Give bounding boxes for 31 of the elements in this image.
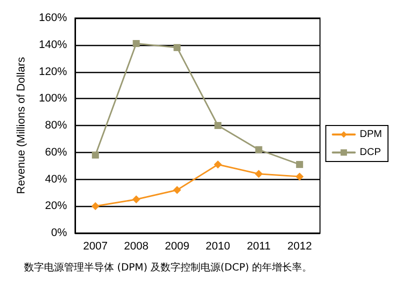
point [296,160,304,168]
x-tick-label: 2010 [206,240,230,252]
x-tick-label: 2012 [287,240,312,252]
legend-label: DPM [360,129,382,140]
y-tick-label: 120% [38,66,68,78]
y-tick-label: 0% [51,227,68,239]
y-axis-title: Revenue (Millions of Dollars [16,56,28,194]
point [132,40,140,48]
point [296,172,304,181]
point [92,152,99,159]
y-tick-label: 80% [44,120,68,132]
point [214,122,222,129]
x-tick-label: 2007 [83,240,108,252]
x-tick-label: 2011 [246,240,271,252]
point [255,146,262,154]
y-tick-label: 20% [44,200,68,212]
point [214,160,222,168]
y-tick-label: 140% [38,38,68,51]
y-tick-label: 100% [38,92,68,105]
x-tick-label: 2008 [124,240,148,252]
point [173,186,182,194]
point [174,44,181,52]
point [91,202,100,210]
text: 数字电源管理半导体 (DPM) 及数字控制电源(DCP) 的年增长率。 [24,262,312,274]
x-tick-label: 2009 [164,240,190,252]
point [254,170,263,178]
legend-label: DCP [360,147,382,158]
y-tick-label: 60% [44,146,68,158]
y-tick-label: 40% [44,173,68,186]
y-tick-label: 160% [38,12,68,24]
point [132,195,140,204]
